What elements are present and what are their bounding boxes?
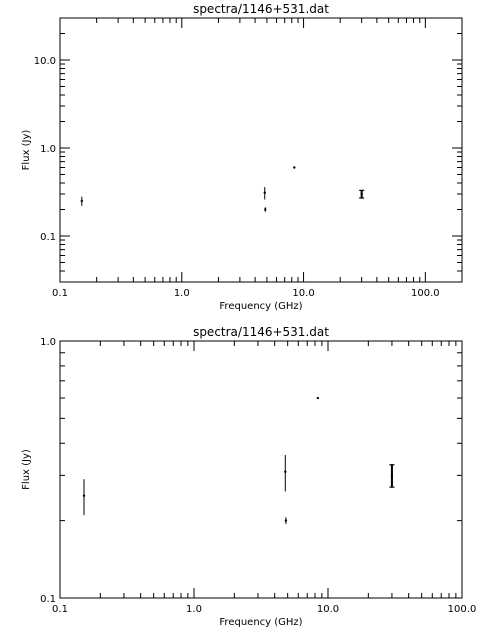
- x-axis-label: Frequency (GHz): [219, 301, 302, 312]
- data-point: [264, 208, 267, 211]
- chart-title: spectra/1146+531.dat: [193, 325, 329, 339]
- x-tick-label: 10.0: [317, 604, 339, 615]
- plot-frame: [59, 340, 463, 599]
- data-point: [263, 191, 266, 194]
- data-point: [284, 470, 287, 473]
- data-point: [80, 199, 83, 203]
- y-axis-label: Flux (Jy): [21, 449, 32, 490]
- y-tick-label: 1.0: [40, 144, 56, 155]
- data-point: [284, 519, 288, 522]
- top-panel: spectra/1146+531.dat Frequency (GHz) Flu…: [21, 2, 463, 312]
- y-axis-label: Flux (Jy): [21, 130, 32, 171]
- x-tick-label: 1.0: [174, 288, 190, 299]
- y-tick-label: 10.0: [34, 56, 56, 67]
- data-point: [293, 166, 296, 169]
- plot-frame: [59, 17, 463, 283]
- chart-title: spectra/1146+531.dat: [193, 2, 329, 16]
- data-point: [82, 494, 86, 497]
- x-tick-label: 0.1: [52, 288, 68, 299]
- data-point: [390, 474, 394, 477]
- x-tick-label: 1.0: [186, 604, 202, 615]
- data-point: [316, 396, 320, 400]
- x-tick-label: 0.1: [52, 604, 68, 615]
- x-tick-label: 100.0: [448, 604, 477, 615]
- y-tick-label: 0.1: [40, 232, 56, 243]
- bottom-panel: spectra/1146+531.dat Frequency (GHz) Flu…: [21, 325, 476, 628]
- x-tick-label: 10.0: [292, 288, 314, 299]
- x-axis-label: Frequency (GHz): [219, 617, 302, 628]
- y-tick-label: 1.0: [40, 337, 56, 348]
- y-tick-label: 0.1: [40, 594, 56, 605]
- x-tick-label: 100.0: [411, 288, 440, 299]
- data-point: [360, 192, 363, 196]
